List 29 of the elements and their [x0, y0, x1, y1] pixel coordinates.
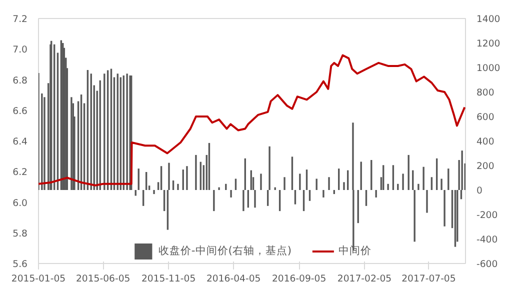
legend-label: 收盘价-中间价(右轴，基点): [158, 244, 292, 258]
y2-tick-label: -600: [476, 259, 498, 270]
y2-tick-label: 600: [476, 112, 494, 123]
x-tick-label: 2015-06-05: [76, 274, 130, 284]
y2-tick-label: 1200: [476, 38, 500, 50]
x-tick-label: 2017-07-05: [402, 274, 456, 284]
y-tick-label: 5.8: [12, 228, 28, 240]
y2-tick-label: 400: [476, 136, 494, 148]
y-tick-label: 6.8: [12, 75, 28, 86]
x-tick-label: 2017-02-05: [337, 274, 392, 284]
y-tick-label: 7.0: [12, 44, 28, 56]
y-tick-label: 7.2: [12, 14, 28, 25]
x-tick-label: 2016-04-05: [206, 274, 261, 284]
y2-tick-label: 1000: [476, 63, 500, 74]
y2-tick-label: 1400: [476, 14, 500, 25]
x-tick-label: 2015-01-05: [11, 274, 66, 284]
y-tick-label: 6.4: [12, 136, 28, 148]
y-tick-label: 6.2: [12, 167, 28, 178]
y-tick-label: 5.6: [12, 259, 28, 270]
y-tick-label: 6.0: [12, 198, 28, 209]
y-tick-label: 6.6: [12, 106, 28, 117]
y2-tick-label: 0: [476, 186, 482, 196]
y2-tick-label: -400: [476, 234, 498, 246]
y2-tick-label: -200: [476, 210, 498, 221]
y2-tick-label: 800: [476, 88, 494, 98]
y2-tick-label: 200: [476, 161, 494, 172]
x-tick-label: 2016-09-05: [272, 274, 326, 284]
x-tick-label: 2015-11-05: [141, 274, 196, 284]
line-series: [38, 54, 466, 186]
